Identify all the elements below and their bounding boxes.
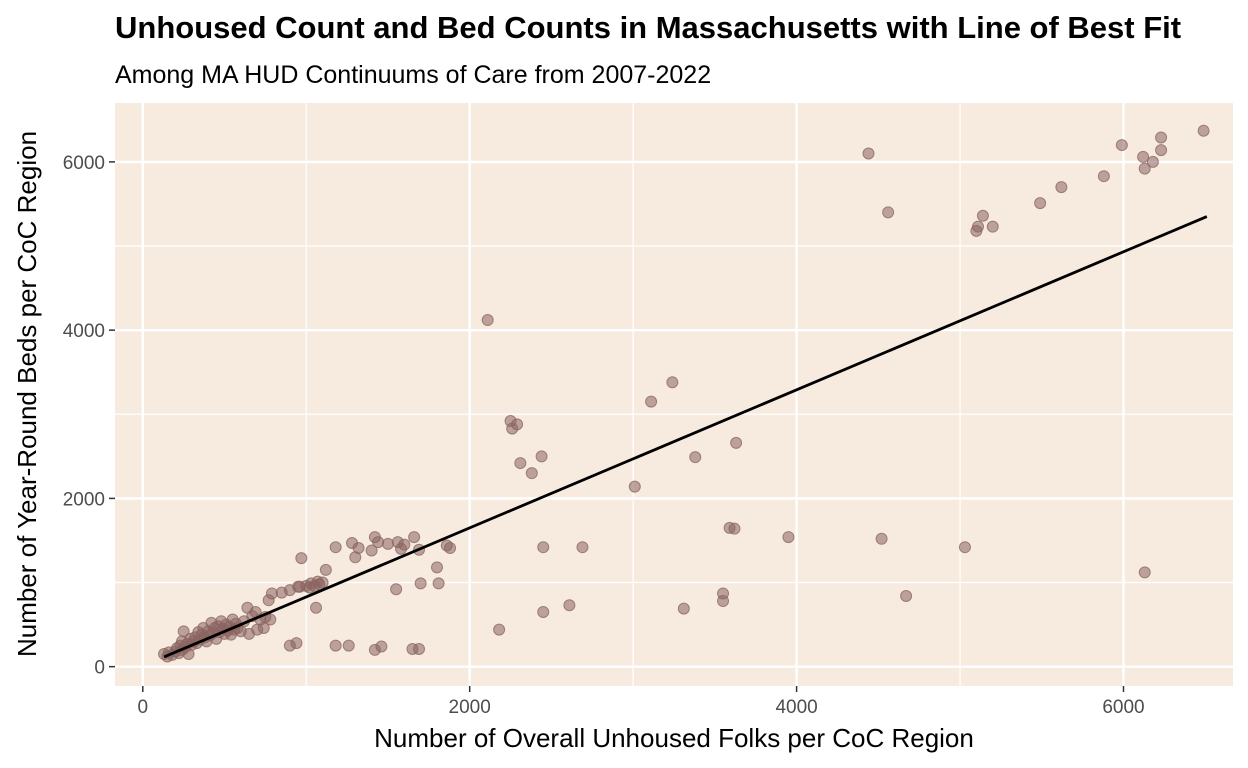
data-point	[976, 209, 989, 222]
data-point	[375, 640, 388, 653]
data-point	[430, 561, 443, 574]
y-axis: 0 2000 4000 6000	[63, 153, 115, 679]
data-point	[493, 623, 506, 636]
data-point	[525, 467, 538, 480]
y-tick-label: 6000	[63, 153, 105, 174]
data-point	[537, 541, 550, 554]
data-point	[319, 563, 332, 576]
data-point	[290, 637, 303, 650]
data-point	[352, 542, 365, 555]
data-point	[264, 613, 277, 626]
data-point	[958, 541, 971, 554]
data-point	[1138, 566, 1151, 579]
data-point	[1034, 197, 1047, 210]
chart-title: Unhoused Count and Bed Counts in Massach…	[115, 10, 1181, 45]
data-point	[730, 436, 743, 449]
data-point	[514, 457, 527, 470]
data-point	[381, 537, 394, 550]
data-point	[717, 595, 730, 608]
data-point	[728, 522, 741, 535]
data-point	[677, 602, 690, 615]
data-point	[782, 531, 795, 544]
y-tick-label: 0	[94, 658, 105, 679]
data-point	[972, 220, 985, 233]
data-point	[986, 220, 999, 233]
data-point	[390, 583, 403, 596]
x-tick-label: 4000	[775, 697, 817, 718]
x-tick-label: 6000	[1102, 697, 1144, 718]
data-point	[862, 147, 875, 160]
data-point	[177, 625, 190, 638]
data-point	[265, 587, 278, 600]
data-point	[576, 541, 589, 554]
data-point	[432, 577, 445, 590]
y-axis-title: Number of Year-Round Beds per CoC Region	[12, 131, 42, 657]
data-point	[295, 552, 308, 565]
data-point	[310, 601, 323, 614]
data-point	[372, 536, 385, 549]
data-point	[1197, 124, 1210, 137]
data-point	[1138, 162, 1151, 175]
data-point	[900, 589, 913, 602]
x-axis-title: Number of Overall Unhoused Folks per CoC…	[374, 723, 974, 753]
data-point	[413, 642, 426, 655]
y-tick-label: 2000	[63, 489, 105, 510]
data-point	[329, 541, 342, 554]
data-point	[1137, 150, 1150, 163]
trend-line	[163, 215, 1208, 659]
data-point	[365, 544, 378, 557]
data-point	[645, 395, 658, 408]
data-point	[316, 576, 329, 589]
data-point	[535, 450, 548, 463]
data-point	[875, 532, 888, 545]
data-point	[342, 639, 355, 652]
data-point	[882, 206, 895, 219]
x-tick-label: 2000	[449, 697, 491, 718]
data-point	[1155, 131, 1168, 144]
data-point	[398, 538, 411, 551]
data-point	[408, 531, 421, 544]
data-point	[689, 451, 702, 464]
data-point	[329, 639, 342, 652]
data-point	[481, 314, 494, 327]
data-point	[563, 599, 576, 612]
data-point	[444, 542, 457, 555]
data-point	[666, 376, 679, 389]
data-point	[1055, 181, 1068, 194]
data-point	[511, 418, 524, 431]
data-point	[1155, 144, 1168, 157]
chart-subtitle: Among MA HUD Continuums of Care from 200…	[115, 61, 711, 89]
grid-major	[115, 103, 1233, 686]
x-axis: 0 2000 4000 6000	[137, 686, 1145, 718]
data-point	[1115, 139, 1128, 152]
data-point	[1097, 170, 1110, 183]
x-tick-label: 0	[137, 697, 148, 718]
data-point	[414, 577, 427, 590]
data-point	[1146, 155, 1159, 168]
y-tick-label: 4000	[63, 321, 105, 342]
data-point	[537, 605, 550, 618]
data-point	[628, 480, 641, 493]
